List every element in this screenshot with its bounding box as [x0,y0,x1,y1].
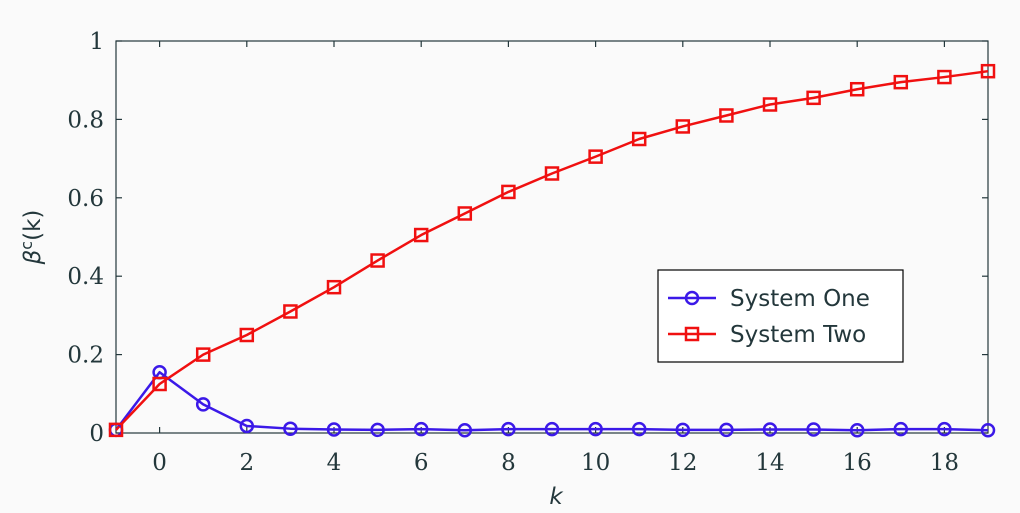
data-point-system-one [588,421,603,437]
y-axis-label-tail: (k) [20,210,46,241]
data-point-system-two [326,279,342,295]
x-tick-label: 16 [843,450,872,476]
legend-box [657,269,904,363]
data-point-system-two [849,81,865,97]
data-point-system-two [370,253,385,268]
data-point-system-two [108,422,124,438]
data-point-system-two [544,166,560,181]
data-point-system-one [849,423,865,438]
y-axis-label-sup: c [17,241,36,250]
data-point-system-one [457,423,473,438]
data-point-system-two [195,347,211,362]
plot-frame [115,40,989,434]
x-tick-label: 10 [581,450,610,476]
x-tick-label: 14 [755,450,784,476]
data-point-system-one [544,421,560,437]
y-tick-label: 0.8 [67,107,104,133]
legend-swatch-system-one-marker [684,290,700,306]
y-axis-label: βc(k) [17,210,46,266]
data-point-system-two [980,63,996,79]
legend: System One System Two [657,269,904,363]
data-point-system-two [893,74,909,90]
x-tick-label: 4 [327,450,342,476]
data-point-system-two [806,90,821,106]
data-point-system-one [719,422,734,438]
series-markers [108,63,996,438]
series-lines [115,69,989,432]
y-tick-label: 0.2 [67,343,104,369]
data-point-system-one [806,422,821,437]
series-line-system-two [115,69,989,431]
data-point-system-one [937,421,952,437]
x-tick-label: 8 [501,450,516,476]
data-point-system-two [413,227,429,243]
x-tick-label: 2 [239,450,254,476]
data-point-system-one [370,422,385,438]
data-point-system-one [762,422,778,437]
data-point-system-two [501,184,516,200]
data-point-system-two [762,97,778,112]
x-tick-label: 18 [930,450,959,476]
y-tick-label: 1 [89,29,104,55]
data-point-system-one [413,421,429,437]
data-point-system-two [239,327,255,343]
axis-ticks: 0 2 4 6 8 10 12 14 16 18 0 0.2 0.4 0.6 0.8 1 [67,29,988,476]
legend-label-system-two: System Two [730,322,866,348]
data-point-system-one [675,422,691,438]
y-tick-label: 0.6 [67,186,104,212]
data-point-system-two [937,69,952,85]
data-point-system-one [195,397,211,412]
x-tick-label: 12 [668,450,697,476]
data-point-system-two [283,304,298,319]
data-point-system-one [980,423,996,438]
y-tick-label: 0.4 [67,264,104,290]
x-axis-label: k [549,484,564,510]
y-axis-label-base: β [20,250,46,266]
data-point-system-two [631,131,647,147]
data-point-system-two [457,206,473,221]
data-point-system-two [675,119,691,134]
legend-label-system-one: System One [730,286,870,312]
data-point-system-two [719,108,734,123]
data-point-system-two [152,376,167,392]
y-tick-label: 0 [89,421,104,447]
data-point-system-one [326,422,342,437]
x-tick-label: 0 [152,450,167,476]
series-line-system-one [115,370,989,432]
x-tick-label: 6 [414,450,429,476]
data-point-system-one [893,421,909,437]
data-point-system-one [501,421,516,437]
data-point-system-two [588,149,603,164]
data-point-system-one [631,421,647,437]
legend-swatch-system-two-marker [684,326,700,342]
data-point-system-one [283,421,298,436]
data-point-system-one [239,418,255,434]
